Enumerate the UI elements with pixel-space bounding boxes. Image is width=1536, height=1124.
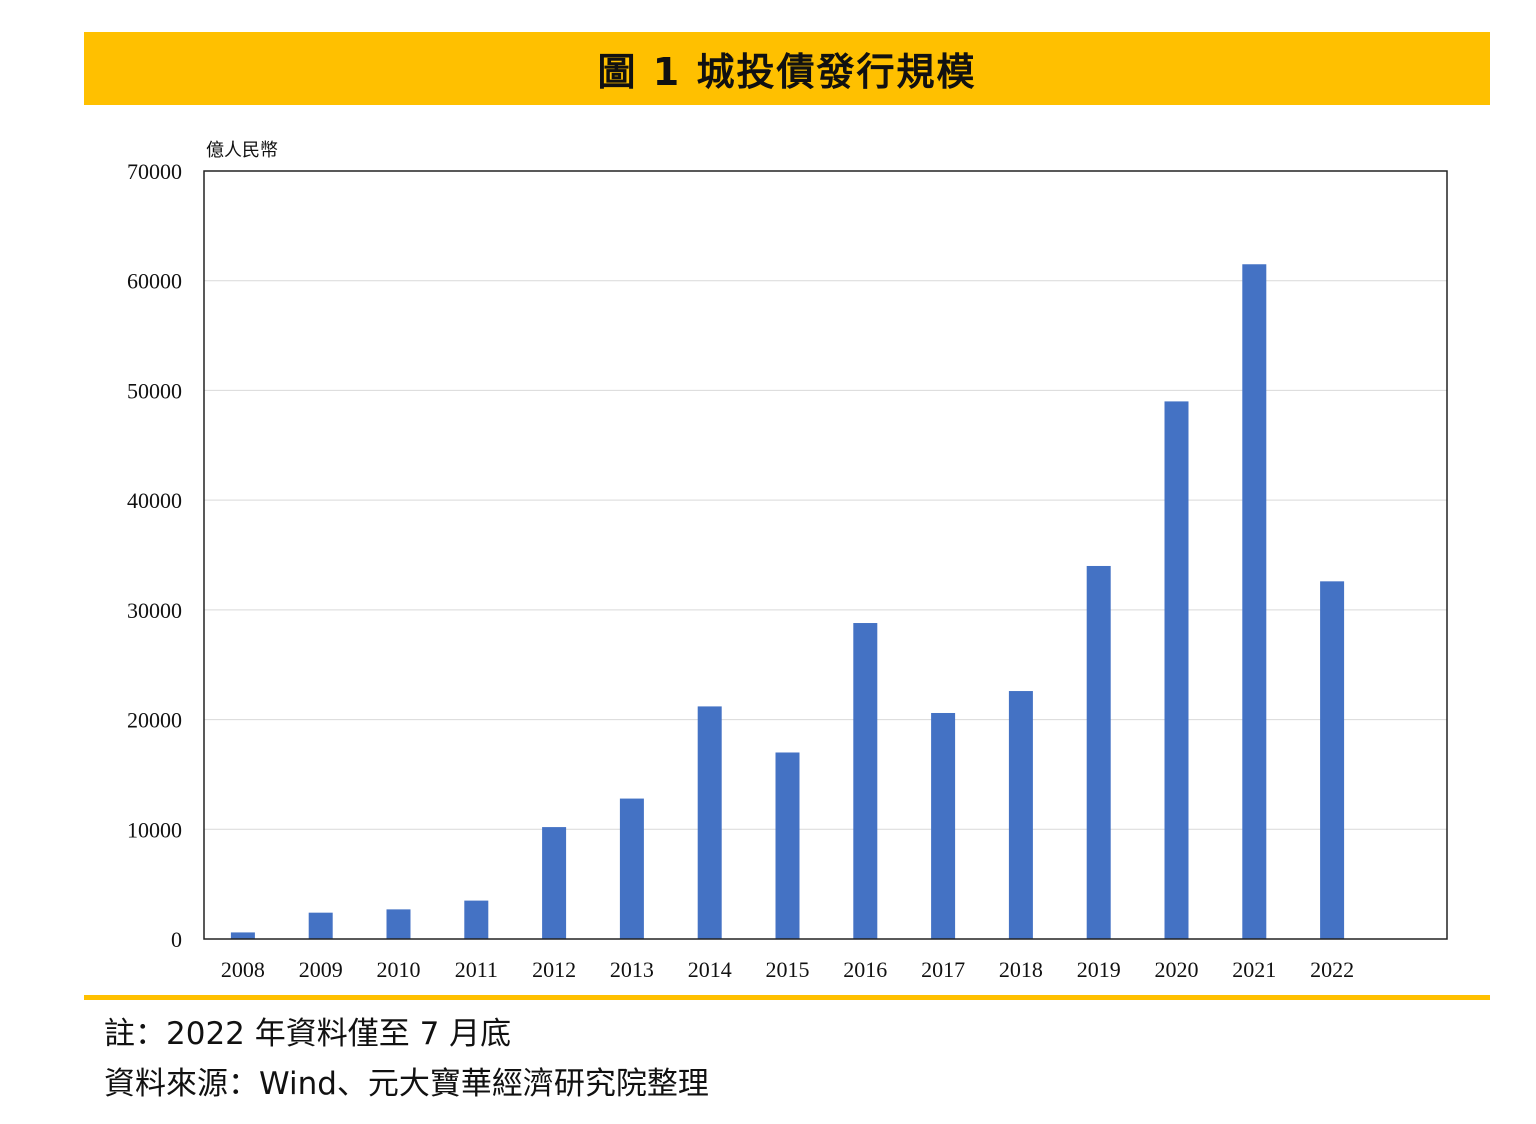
x-tick-label: 2015: [766, 957, 810, 982]
x-tick-label: 2018: [999, 957, 1043, 982]
x-tick-label: 2019: [1077, 957, 1121, 982]
x-tick-label: 2010: [377, 957, 421, 982]
y-tick-label: 60000: [127, 269, 182, 294]
y-tick-label: 50000: [127, 378, 182, 403]
y-tick-label: 70000: [127, 159, 182, 184]
x-tick-label: 2014: [688, 957, 732, 982]
y-tick-label: 0: [171, 927, 182, 952]
bar-2016: [853, 623, 878, 939]
bars: [230, 264, 1345, 939]
bar-2014: [697, 706, 722, 939]
x-tick-labels: 2008 2009 2010 2011 2012 2013 2014 2015 2016 2017…: [221, 957, 1354, 982]
bar-2008: [230, 932, 255, 939]
grid-lines: [204, 280, 1447, 830]
plot-frame: [203, 170, 1448, 940]
bar-2022: [1320, 581, 1345, 939]
y-tick-label: 30000: [127, 598, 182, 623]
bar-2011: [464, 900, 489, 939]
x-tick-label: 2016: [843, 957, 887, 982]
chart-title: 圖 1 城投債發行規模: [597, 50, 977, 94]
x-tick-label: 2008: [221, 957, 265, 982]
source-note: 資料來源：Wind、元大寶華經濟研究院整理: [104, 1066, 709, 1102]
x-tick-label: 2017: [921, 957, 965, 982]
bar-2019: [1086, 565, 1111, 939]
y-tick-labels: 0 10000 20000 30000 40000 50000 60000 70000: [127, 159, 182, 952]
bar-2010: [386, 909, 411, 939]
bar-2012: [542, 827, 567, 939]
bar-2021: [1242, 264, 1267, 939]
x-tick-label: 2009: [299, 957, 343, 982]
bar-2013: [619, 798, 644, 939]
x-tick-label: 2013: [610, 957, 654, 982]
bar-2015: [775, 752, 800, 939]
bar-chart: 0 10000 20000 30000 40000 50000 60000 70000 200…: [127, 140, 1448, 982]
title-bar: 圖 1 城投債發行規模: [84, 32, 1490, 105]
x-tick-label: 2020: [1155, 957, 1199, 982]
x-tick-label: 2011: [455, 957, 498, 982]
y-tick-label: 20000: [127, 708, 182, 733]
bar-2020: [1164, 401, 1189, 939]
y-tick-label: 10000: [127, 817, 182, 842]
bar-2018: [1008, 691, 1033, 939]
footnote: 註：2022 年資料僅至 7 月底: [104, 1016, 512, 1052]
x-tick-label: 2022: [1310, 957, 1354, 982]
bottom-divider: [84, 995, 1490, 1000]
bar-2017: [931, 712, 956, 939]
y-axis-unit-label: 億人民幣: [206, 140, 278, 161]
x-tick-label: 2021: [1232, 957, 1276, 982]
bar-2009: [308, 912, 333, 939]
y-tick-label: 40000: [127, 488, 182, 513]
x-tick-label: 2012: [532, 957, 576, 982]
